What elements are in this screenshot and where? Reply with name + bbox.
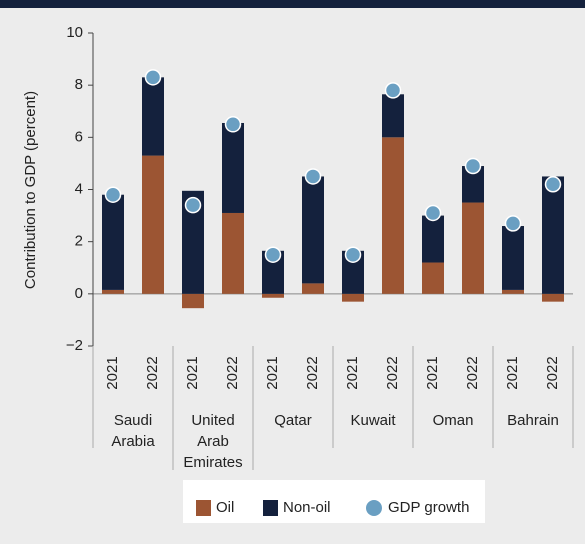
gdp-dot (344, 246, 362, 263)
gdp-dot (424, 204, 442, 222)
group-label: Oman (433, 412, 474, 429)
x-tick-label: 2022 (464, 356, 481, 389)
gdp-dot (144, 69, 162, 86)
legend-box (183, 480, 485, 523)
group-label: United (191, 412, 234, 429)
bar-segment (342, 293, 364, 302)
group-label: Emirates (183, 454, 242, 471)
x-tick-label: 2021 (264, 356, 281, 389)
bar-segment (342, 250, 364, 294)
x-tick-label: 2021 (504, 356, 521, 389)
group-label: Kuwait (350, 412, 396, 429)
legend-marker (366, 500, 382, 516)
legend-label: Oil (216, 499, 234, 516)
gdp-dot (104, 186, 122, 203)
bar-segment (182, 190, 204, 294)
x-tick-label: 2021 (424, 356, 441, 389)
x-tick-label: 2022 (224, 356, 241, 389)
x-tick-label: 2022 (304, 356, 321, 389)
gdp-dot (224, 116, 242, 133)
bar-segment (222, 122, 244, 213)
bar-segment (302, 283, 324, 294)
x-tick-label: 2022 (384, 356, 401, 389)
legend-label: Non-oil (283, 499, 331, 516)
legend-label: GDP growth (388, 499, 469, 516)
x-tick-label: 2022 (144, 356, 161, 389)
bar-segment (502, 289, 524, 294)
y-tick-label: −2 (66, 337, 83, 354)
x-tick-label: 2021 (184, 356, 201, 389)
bar-segment (422, 262, 444, 294)
y-tick-label: 10 (66, 24, 83, 41)
group-label: Arabia (111, 433, 155, 450)
bar-segment (102, 289, 124, 294)
group-label: Arab (197, 433, 229, 450)
y-tick-label: 8 (75, 76, 83, 93)
bar-segment (102, 194, 124, 290)
legend-marker (263, 500, 278, 516)
bar-segment (382, 94, 404, 138)
y-tick-label: 6 (75, 128, 83, 145)
gdp-dot (464, 157, 482, 175)
bar-segment (302, 176, 324, 284)
bar-segment (262, 250, 284, 294)
gdp-dot (384, 82, 402, 99)
bar-segment (222, 212, 244, 294)
gdp-dot (184, 196, 202, 214)
group-label: Saudi (114, 412, 152, 429)
bar-segment (462, 166, 484, 203)
group-label: Qatar (274, 412, 312, 429)
legend-marker (196, 500, 211, 516)
y-tick-label: 0 (75, 285, 83, 302)
x-tick-label: 2021 (344, 356, 361, 389)
y-axis-label: Contribution to GDP (percent) (22, 91, 39, 289)
bar-segment (422, 215, 444, 263)
bar-segment (502, 226, 524, 290)
bar-segment (382, 137, 404, 294)
bar-segment (262, 293, 284, 298)
bar-segment (142, 77, 164, 156)
group-label: Bahrain (507, 412, 559, 429)
bar-segment (182, 293, 204, 309)
bar-segment (542, 293, 564, 302)
gdp-dot (544, 176, 562, 193)
gdp-dot (304, 168, 322, 185)
bar-segment (542, 176, 564, 294)
bar-segment (462, 202, 484, 294)
gdp-dot (264, 246, 282, 263)
y-tick-label: 2 (75, 233, 83, 250)
x-tick-label: 2021 (104, 356, 121, 389)
x-tick-label: 2022 (544, 356, 561, 389)
y-tick-label: 4 (75, 180, 83, 197)
top-band (0, 0, 585, 8)
gdp-dot (504, 215, 522, 232)
bar-segment (142, 155, 164, 294)
